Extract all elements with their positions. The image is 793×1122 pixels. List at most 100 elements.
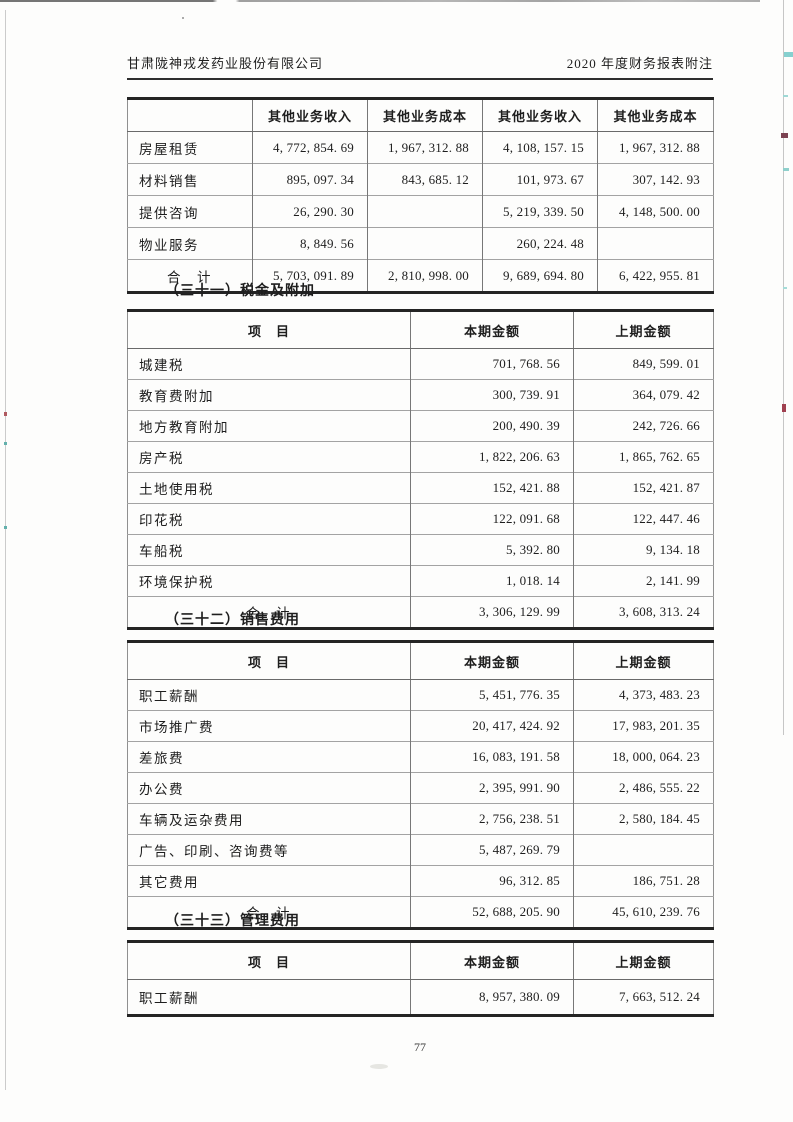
page-number: 77 — [414, 1040, 426, 1054]
table-row: 职工薪酬 5, 451, 776. 35 4, 373, 483. 23 — [127, 679, 714, 711]
table-row: 印花税 122, 091. 68 122, 447. 46 — [127, 503, 714, 535]
table-row: 车辆及运杂费用 2, 756, 238. 51 2, 580, 184. 45 — [127, 803, 714, 835]
scan-speck — [783, 95, 788, 97]
column-header: 其他业务成本 — [367, 98, 483, 132]
column-header: 上期金额 — [573, 310, 714, 349]
row-value: 300, 739. 91 — [410, 379, 574, 411]
row-value: 45, 610, 239. 76 — [573, 896, 714, 929]
scan-smudge — [370, 1064, 388, 1069]
column-header: 上期金额 — [573, 641, 714, 680]
scan-speck — [781, 133, 788, 138]
row-label: 印花税 — [127, 503, 411, 535]
row-value: 26, 290. 30 — [252, 195, 368, 228]
row-label: 土地使用税 — [127, 472, 411, 504]
table-row: 广告、印刷、咨询费等 5, 487, 269. 79 — [127, 834, 714, 866]
row-label: 合 计 — [127, 896, 411, 929]
row-value: 101, 973. 67 — [482, 163, 598, 196]
other-business-table: 其他业务收入 其他业务成本 其他业务收入 其他业务成本 房屋租赁 4, 772, … — [127, 97, 714, 294]
row-label: 教育费附加 — [127, 379, 411, 411]
row-value: 5, 703, 091. 89 — [252, 259, 368, 293]
row-value: 5, 392. 80 — [410, 534, 574, 566]
row-value: 18, 000, 064. 23 — [573, 741, 714, 773]
column-header: 项 目 — [127, 941, 411, 980]
row-label: 提供咨询 — [127, 195, 253, 228]
row-label: 合 计 — [127, 596, 411, 629]
scan-speck — [784, 52, 793, 57]
row-value: 364, 079. 42 — [573, 379, 714, 411]
section-title-taxes: （三十一）税金及附加 — [165, 284, 315, 299]
row-value: 843, 685. 12 — [367, 163, 483, 196]
row-value: 2, 486, 555. 22 — [573, 772, 714, 804]
header-row: 项 目 本期金额 上期金额 — [127, 641, 714, 680]
row-value: 8, 957, 380. 09 — [410, 979, 574, 1016]
column-header: 本期金额 — [410, 310, 574, 349]
doc-header: 甘肃陇神戎发药业股份有限公司 2020 年度财务报表附注 — [127, 48, 713, 80]
table-row: 城建税 701, 768. 56 849, 599. 01 — [127, 348, 714, 380]
row-value: 5, 487, 269. 79 — [410, 834, 574, 866]
column-header: 项 目 — [127, 310, 411, 349]
header-row: 其他业务收入 其他业务成本 其他业务收入 其他业务成本 — [127, 98, 714, 132]
row-label: 地方教育附加 — [127, 410, 411, 442]
row-value: 1, 967, 312. 88 — [367, 131, 483, 164]
row-value: 4, 148, 500. 00 — [597, 195, 714, 228]
row-value: 9, 689, 694. 80 — [482, 259, 598, 293]
scan-speck — [182, 17, 184, 19]
table-row: 提供咨询 26, 290. 30 5, 219, 339. 50 4, 148, 50… — [127, 195, 714, 228]
row-value: 4, 772, 854. 69 — [252, 131, 368, 164]
row-value: 6, 422, 955. 81 — [597, 259, 714, 293]
scan-speck — [783, 287, 787, 289]
table-row: 市场推广费 20, 417, 424. 92 17, 983, 201. 35 — [127, 710, 714, 742]
table-row: 差旅费 16, 083, 191. 58 18, 000, 064. 23 — [127, 741, 714, 773]
row-value: 4, 108, 157. 15 — [482, 131, 598, 164]
scan-artifact-left-edge — [5, 10, 6, 1090]
column-header: 本期金额 — [410, 641, 574, 680]
table-row: 房产税 1, 822, 206. 63 1, 865, 762. 65 — [127, 441, 714, 473]
scan-speck — [4, 412, 7, 416]
row-value: 2, 810, 998. 00 — [367, 259, 483, 293]
row-value: 186, 751. 28 — [573, 865, 714, 897]
row-value: 16, 083, 191. 58 — [410, 741, 574, 773]
column-header: 其他业务成本 — [597, 98, 714, 132]
row-label: 车船税 — [127, 534, 411, 566]
row-label: 职工薪酬 — [127, 679, 411, 711]
report-title: 2020 年度财务报表附注 — [566, 56, 713, 71]
row-value: 122, 447. 46 — [573, 503, 714, 535]
row-value: 9, 134. 18 — [573, 534, 714, 566]
row-label: 其它费用 — [127, 865, 411, 897]
row-value: 122, 091. 68 — [410, 503, 574, 535]
company-name: 甘肃陇神戎发药业股份有限公司 — [127, 56, 324, 71]
row-value: 1, 822, 206. 63 — [410, 441, 574, 473]
table-row: 房屋租赁 4, 772, 854. 69 1, 967, 312. 88 4, 108… — [127, 131, 714, 164]
column-header: 其他业务收入 — [482, 98, 598, 132]
row-label: 车辆及运杂费用 — [127, 803, 411, 835]
row-value: 1, 865, 762. 65 — [573, 441, 714, 473]
row-label: 办公费 — [127, 772, 411, 804]
scan-artifact-top-edge — [0, 0, 760, 2]
row-label: 广告、印刷、咨询费等 — [127, 834, 411, 866]
column-header: 项 目 — [127, 641, 411, 680]
row-value: 3, 306, 129. 99 — [410, 596, 574, 629]
row-label: 材料销售 — [127, 163, 253, 196]
scan-artifact-right-edge — [783, 0, 784, 735]
row-value: 2, 141. 99 — [573, 565, 714, 597]
row-value: 849, 599. 01 — [573, 348, 714, 380]
row-value: 5, 451, 776. 35 — [410, 679, 574, 711]
row-value: 96, 312. 85 — [410, 865, 574, 897]
row-value: 2, 756, 238. 51 — [410, 803, 574, 835]
taxes-table: 项 目 本期金额 上期金额 城建税 701, 768. 56 849, 599. 0… — [127, 309, 714, 630]
row-value — [573, 834, 714, 866]
admin-expenses-table: 项 目 本期金额 上期金额 职工薪酬 8, 957, 380. 09 7, 663,… — [127, 940, 714, 1017]
scan-speck — [4, 442, 7, 445]
row-value: 2, 395, 991. 90 — [410, 772, 574, 804]
row-label: 市场推广费 — [127, 710, 411, 742]
row-value: 152, 421. 88 — [410, 472, 574, 504]
total-row: 合 计 3, 306, 129. 99 3, 608, 313. 24 — [127, 596, 714, 629]
row-value — [597, 227, 714, 260]
row-value: 895, 097. 34 — [252, 163, 368, 196]
column-header: 其他业务收入 — [252, 98, 368, 132]
table-row: 职工薪酬 8, 957, 380. 09 7, 663, 512. 24 — [127, 979, 714, 1016]
row-label: 城建税 — [127, 348, 411, 380]
header-row: 项 目 本期金额 上期金额 — [127, 310, 714, 349]
row-value: 7, 663, 512. 24 — [573, 979, 714, 1016]
row-value: 1, 967, 312. 88 — [597, 131, 714, 164]
